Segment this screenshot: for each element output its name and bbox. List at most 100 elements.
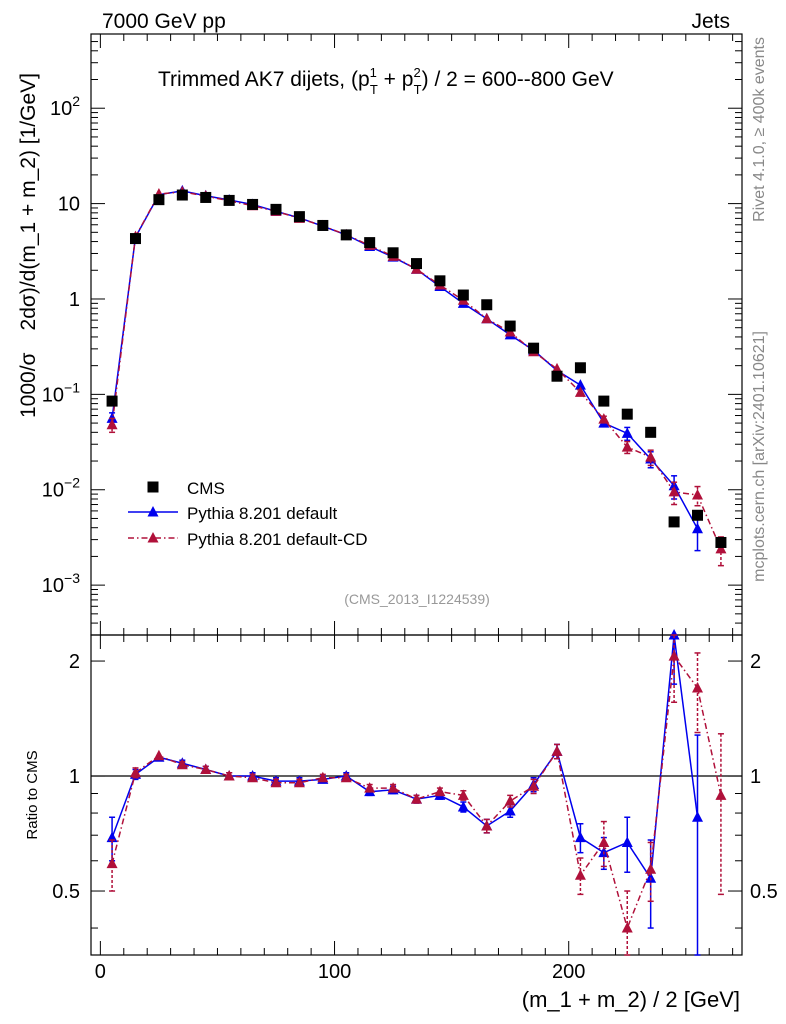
data-point-pythia-default-cd bbox=[621, 441, 633, 452]
data-point-pythia-default bbox=[692, 522, 704, 534]
side-label-rivet: Rivet 4.1.0, ≥ 400k events bbox=[751, 37, 768, 222]
legend-label-pythia-default-cd: Pythia 8.201 default-CD bbox=[187, 530, 368, 549]
ratio-y-tick-label: 2 bbox=[69, 651, 80, 673]
data-point-cms bbox=[317, 219, 329, 231]
data-point-cms bbox=[434, 275, 446, 287]
data-point-cms bbox=[504, 320, 516, 332]
ratio-point-pythia-default-cd bbox=[434, 785, 446, 797]
legend-marker-cms bbox=[147, 481, 159, 493]
ratio-line-pythia-default bbox=[111, 634, 699, 881]
ratio-point-pythia-default-cd bbox=[200, 763, 212, 775]
ratio-point-pythia-default-cd bbox=[364, 782, 376, 793]
data-point-pythia-default-cd bbox=[598, 413, 610, 424]
data-point-pythia-default-cd bbox=[692, 489, 704, 500]
data-point-cms bbox=[551, 370, 563, 382]
ratio-y-tick-label-right: 1 bbox=[750, 766, 761, 788]
ratio-point-pythia-default bbox=[457, 800, 469, 812]
legend-label-pythia-default: Pythia 8.201 default bbox=[187, 504, 338, 523]
ratio-point-pythia-default-cd bbox=[176, 758, 188, 770]
header-right-label: Jets bbox=[691, 10, 730, 33]
data-point-cms bbox=[200, 191, 212, 203]
data-point-cms bbox=[387, 247, 399, 259]
ratio-y-tick-label-right: 0.5 bbox=[750, 881, 778, 903]
data-point-cms bbox=[270, 203, 282, 215]
legend-label-cms: CMS bbox=[187, 479, 225, 498]
ratio-point-pythia-default-cd bbox=[668, 650, 680, 661]
data-point-cms bbox=[457, 289, 469, 301]
ratio-point-pythia-default-cd bbox=[223, 770, 235, 781]
ratio-point-pythia-default-cd bbox=[551, 745, 563, 756]
y-tick-label: 10 bbox=[58, 194, 80, 216]
ratio-y-tick-label: 1 bbox=[69, 766, 80, 788]
chart-title: Trimmed AK7 dijets, (p1 T + p2 T) / 2 = 60… bbox=[158, 65, 614, 97]
ratio-point-pythia-default-cd bbox=[247, 771, 259, 783]
data-point-cms bbox=[715, 536, 727, 548]
data-point-cms bbox=[621, 408, 633, 420]
header-left-label: 7000 GeV pp bbox=[102, 10, 226, 33]
data-point-pythia-default-cd bbox=[668, 485, 680, 497]
ratio-point-pythia-default-cd bbox=[153, 749, 165, 761]
ratio-point-pythia-default-cd bbox=[715, 789, 727, 800]
y-tick-label: 1 bbox=[69, 289, 80, 311]
ratio-point-pythia-default bbox=[621, 836, 633, 847]
data-point-cms bbox=[340, 229, 352, 241]
ratio-point-pythia-default-cd bbox=[129, 766, 141, 778]
legend-marker-pythia-default-cd bbox=[147, 532, 159, 543]
data-point-cms bbox=[153, 194, 165, 206]
ratio-point-pythia-default-cd bbox=[598, 836, 610, 847]
data-point-pythia-default-cd bbox=[106, 418, 118, 430]
y-axis-label-main: 1000/σ2dσ)/d(m_1 + m_2) [1/GeV] bbox=[17, 73, 40, 418]
ratio-point-pythia-default-cd bbox=[411, 793, 422, 804]
ratio-point-pythia-default-cd bbox=[528, 780, 540, 791]
data-point-cms bbox=[411, 258, 422, 270]
ratio-point-pythia-default bbox=[504, 804, 516, 816]
data-point-cms bbox=[106, 395, 118, 407]
data-point-cms bbox=[598, 395, 610, 407]
x-axis-label: (m_1 + m_2) / 2 [GeV] bbox=[522, 987, 740, 1012]
ratio-point-pythia-default bbox=[574, 831, 586, 843]
data-point-cms bbox=[223, 194, 235, 206]
x-tick-label: 100 bbox=[318, 961, 351, 983]
x-tick-label: 200 bbox=[552, 961, 585, 983]
ratio-point-pythia-default bbox=[692, 811, 704, 822]
ratio-point-pythia-default-cd bbox=[106, 857, 118, 869]
data-point-cms bbox=[528, 342, 540, 354]
ratio-point-pythia-default-cd bbox=[574, 869, 586, 880]
ratio-point-pythia-default-cd bbox=[340, 771, 352, 783]
y-tick-label: 10−1 bbox=[42, 379, 80, 406]
data-point-cms bbox=[668, 516, 680, 528]
data-point-pythia-default bbox=[621, 427, 633, 438]
data-point-cms bbox=[574, 362, 586, 374]
data-point-cms bbox=[692, 509, 704, 521]
y-tick-label: 10−3 bbox=[42, 570, 80, 597]
legend-marker-pythia-default bbox=[147, 506, 159, 517]
analysis-id: (CMS_2013_I1224539) bbox=[344, 591, 490, 607]
y-tick-label: 10−2 bbox=[42, 475, 80, 502]
ratio-point-pythia-default-cd bbox=[645, 863, 657, 874]
ratio-point-pythia-default-cd bbox=[270, 776, 282, 788]
data-point-pythia-default-cd bbox=[645, 451, 657, 462]
y-tick-label: 102 bbox=[50, 93, 80, 120]
ratio-y-tick-label-right: 2 bbox=[750, 651, 761, 673]
y-axis-label-ratio: Ratio to CMS bbox=[24, 750, 41, 839]
ratio-point-pythia-default-cd bbox=[504, 795, 516, 806]
data-point-cms bbox=[293, 211, 305, 223]
ratio-point-pythia-default-cd bbox=[692, 682, 704, 693]
ratio-point-pythia-default-cd bbox=[293, 776, 305, 788]
side-label-mcplots: mcplots.cern.ch [arXiv:2401.10621] bbox=[751, 331, 768, 582]
ratio-point-pythia-default-cd bbox=[621, 922, 633, 933]
data-point-cms bbox=[364, 237, 376, 249]
data-point-pythia-default-cd bbox=[481, 312, 493, 324]
data-point-cms bbox=[645, 426, 657, 438]
data-point-cms bbox=[176, 189, 188, 201]
ratio-line-pythia-default-cd bbox=[111, 654, 722, 931]
ratio-panel-frame bbox=[90, 634, 743, 956]
data-point-pythia-default-cd bbox=[574, 386, 586, 397]
data-point-cms bbox=[247, 198, 259, 210]
data-point-cms bbox=[481, 299, 493, 311]
ratio-point-pythia-default-cd bbox=[481, 819, 493, 831]
ratio-point-pythia-default-cd bbox=[387, 782, 399, 793]
ratio-point-pythia-default-cd bbox=[317, 771, 329, 783]
x-tick-label: 0 bbox=[95, 961, 106, 983]
